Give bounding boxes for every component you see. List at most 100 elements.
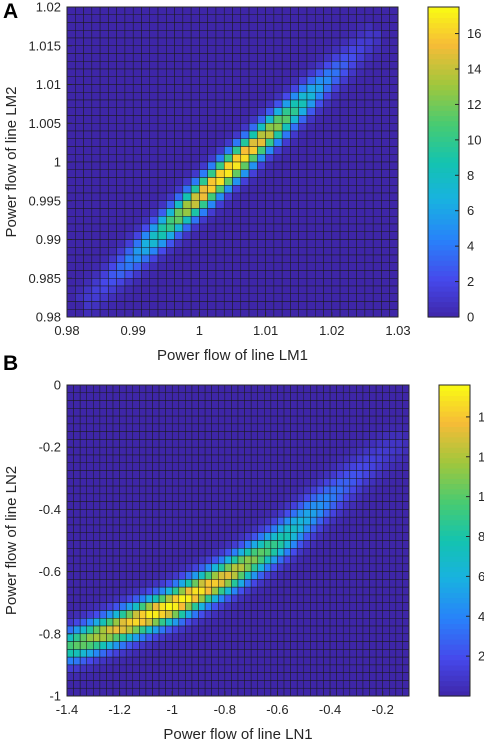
heatmap-cell <box>165 408 173 417</box>
heatmap-cell <box>264 579 272 588</box>
heatmap-cell <box>182 130 192 139</box>
heatmap-cell <box>157 247 167 256</box>
colorbar-segment <box>439 509 470 516</box>
heatmap-cell <box>119 618 127 627</box>
heatmap-cell <box>224 454 232 464</box>
heatmap-cell <box>215 285 225 294</box>
heatmap-cell <box>375 439 383 448</box>
heatmap-cell <box>182 115 192 124</box>
heatmap-cell <box>224 478 232 487</box>
heatmap-cell <box>86 439 94 448</box>
colorbar-segment <box>439 488 470 495</box>
heatmap-cell <box>232 115 242 124</box>
heatmap-cell <box>211 649 219 658</box>
heatmap-cell <box>336 687 344 697</box>
heatmap-cell <box>277 470 285 479</box>
heatmap-cell <box>204 641 212 650</box>
heatmap-cell <box>382 454 390 464</box>
heatmap-cell <box>356 138 366 147</box>
heatmap-cell <box>108 208 117 217</box>
heatmap-cell <box>198 470 206 479</box>
heatmap-cell <box>165 446 173 456</box>
heatmap-cell <box>79 563 87 572</box>
heatmap-cell <box>273 45 283 54</box>
heatmap-cell <box>316 555 324 565</box>
heatmap-cell <box>174 270 184 279</box>
heatmap-cell <box>356 192 366 201</box>
heatmap-cell <box>257 392 265 401</box>
heatmap-cell <box>152 540 160 549</box>
heatmap-cell <box>273 154 283 163</box>
heatmap-cell <box>281 278 291 287</box>
heatmap-cell <box>356 656 364 666</box>
heatmap-cell <box>166 262 175 271</box>
heatmap-cell <box>79 478 87 487</box>
heatmap-cell <box>306 192 316 201</box>
heatmap-cell <box>281 22 291 31</box>
heatmap-cell <box>231 664 239 673</box>
heatmap-cell <box>141 37 151 46</box>
heatmap-cell <box>79 509 87 518</box>
heatmap-cell <box>149 61 159 70</box>
heatmap-cell <box>132 548 140 557</box>
heatmap-cell <box>290 107 299 116</box>
heatmap-cell <box>375 516 383 526</box>
heatmap-cell <box>66 618 74 627</box>
heatmap-cell <box>207 92 217 101</box>
heatmap-cell <box>310 649 318 658</box>
heatmap-cell <box>231 478 239 487</box>
heatmap-cell <box>290 123 299 132</box>
heatmap-cell <box>93 392 101 401</box>
heatmap-cell <box>99 586 107 596</box>
heatmap-cell <box>356 470 364 479</box>
heatmap-cell <box>199 61 208 70</box>
heatmap-cell <box>296 446 305 456</box>
heatmap-cell <box>298 177 308 186</box>
heatmap-cell <box>303 400 311 409</box>
heatmap-cell <box>141 107 151 116</box>
heatmap-cell <box>348 293 357 302</box>
heatmap-cell <box>257 45 266 54</box>
heatmap-cell <box>323 208 333 217</box>
heatmap-cell <box>257 625 265 635</box>
heatmap-cell <box>349 649 357 658</box>
heatmap-cell <box>171 618 180 627</box>
heatmap-cell <box>108 177 117 186</box>
heatmap-cell <box>265 231 275 240</box>
heatmap-cell <box>231 446 239 456</box>
heatmap-cell <box>112 687 120 697</box>
heatmap-cell <box>93 555 101 565</box>
heatmap-cell <box>232 293 242 302</box>
heatmap-cell <box>231 586 239 596</box>
heatmap-cell <box>132 454 140 464</box>
heatmap-cell <box>281 130 291 139</box>
heatmap-cell <box>356 6 366 15</box>
colorbar-segment <box>428 306 459 313</box>
heatmap-cell <box>273 146 283 155</box>
heatmap-cell <box>165 415 173 425</box>
heatmap-cell <box>336 485 344 495</box>
colorbar-segment <box>439 405 470 412</box>
heatmap-cell <box>139 641 147 650</box>
heatmap-cell <box>339 76 349 85</box>
heatmap-cell <box>362 594 370 603</box>
heatmap-cell <box>91 14 101 23</box>
heatmap-cell <box>329 687 337 697</box>
heatmap-cell <box>283 540 291 549</box>
heatmap-cell <box>83 223 93 232</box>
heatmap-cell <box>91 138 101 147</box>
colorbar-segment <box>428 187 459 194</box>
heatmap-cell <box>270 408 278 417</box>
colorbar-segment <box>428 53 459 60</box>
heatmap-cell <box>91 53 101 62</box>
heatmap-cell <box>199 254 208 263</box>
heatmap-cell <box>145 563 153 572</box>
heatmap-cell <box>152 625 160 635</box>
heatmap-cell <box>362 563 370 572</box>
heatmap-cell <box>323 185 333 194</box>
heatmap-cell <box>191 641 199 650</box>
colorbar-tick-label: 14 <box>467 62 481 77</box>
heatmap-cell <box>339 177 349 186</box>
heatmap-cell <box>310 501 318 510</box>
heatmap-cell <box>364 208 374 217</box>
